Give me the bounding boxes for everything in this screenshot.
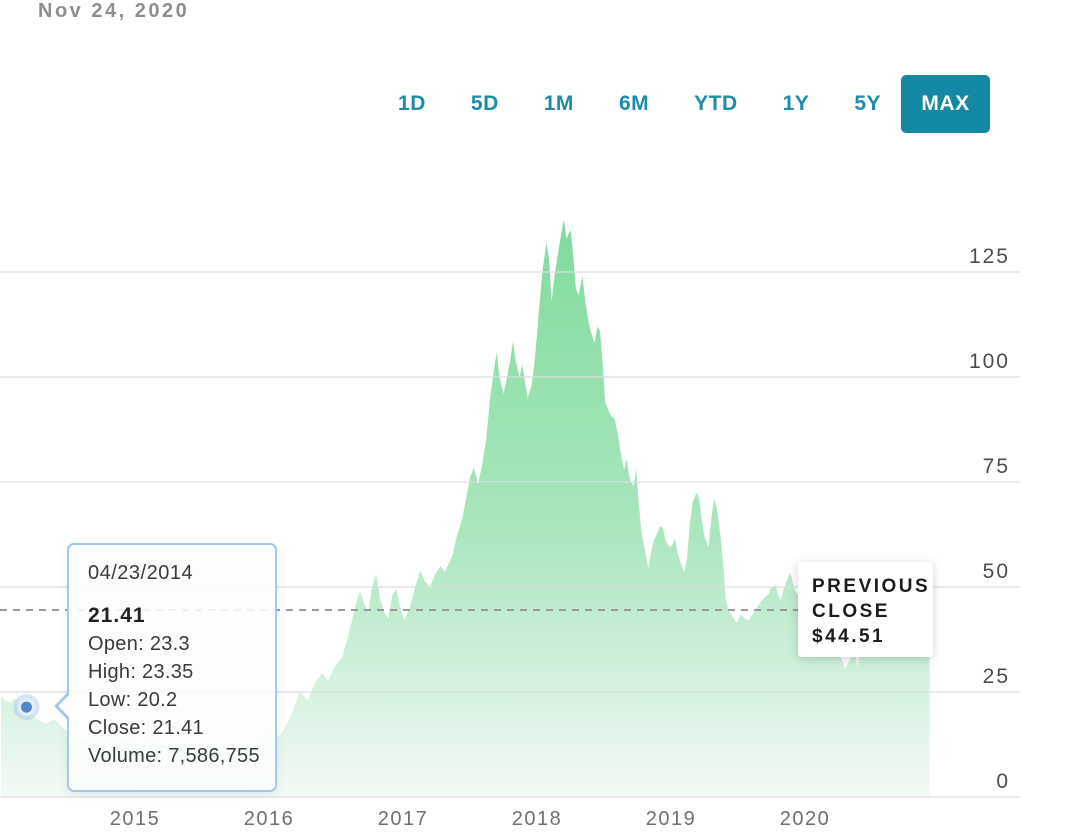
y-axis-label: 100	[968, 350, 1010, 373]
x-axis-label: 2018	[511, 808, 563, 830]
range-tab-bar: 1D 5D 1M 6M YTD 1Y 5Y MAX	[353, 75, 990, 133]
x-axis-label: 2019	[645, 808, 697, 830]
tab-6m[interactable]: 6M	[618, 92, 650, 115]
previous-close-value: $44.51	[812, 626, 886, 647]
y-axis-label: 25	[982, 665, 1010, 688]
tab-5y[interactable]: 5Y	[854, 92, 881, 115]
current-date-label: Nov 24, 2020	[38, 0, 190, 22]
tab-5d[interactable]: 5D	[470, 92, 499, 115]
x-axis-label: 2015	[109, 808, 161, 830]
tab-1y[interactable]: 1Y	[782, 92, 810, 115]
hover-marker-dot	[13, 694, 40, 721]
previous-close-badge: PREVIOUS CLOSE $44.51	[798, 562, 933, 657]
tooltip-high-row: High: 23.35	[88, 661, 194, 683]
tooltip-open-row: Open: 23.3	[88, 633, 190, 655]
price-area-fill	[1, 219, 930, 797]
x-axis-label: 2020	[779, 808, 831, 830]
x-axis-label: 2016	[243, 808, 295, 830]
tooltip-price: 21.41	[88, 604, 146, 627]
y-axis-label: 75	[982, 455, 1010, 478]
tab-ytd[interactable]: YTD	[694, 92, 738, 115]
tab-1d[interactable]: 1D	[398, 92, 426, 115]
previous-close-label: PREVIOUS CLOSE	[812, 576, 931, 622]
y-axis-label: 125	[968, 245, 1010, 268]
tooltip-close-row: Close: 21.41	[88, 717, 204, 739]
datapoint-tooltip: 04/23/2014 21.41 Open: 23.3 High: 23.35 …	[54, 543, 277, 792]
tooltip-arrow-icon	[58, 695, 69, 717]
tab-1m[interactable]: 1M	[543, 92, 574, 115]
tab-max-active[interactable]: MAX	[901, 75, 990, 133]
y-axis-label: 0	[996, 770, 1010, 793]
tooltip-low-row: Low: 20.2	[88, 689, 178, 711]
tooltip-date: 04/23/2014	[88, 562, 194, 584]
tooltip-volume-row: Volume: 7,586,755	[88, 745, 260, 767]
x-axis-label: 2017	[377, 808, 429, 830]
y-axis-label: 50	[982, 560, 1010, 583]
